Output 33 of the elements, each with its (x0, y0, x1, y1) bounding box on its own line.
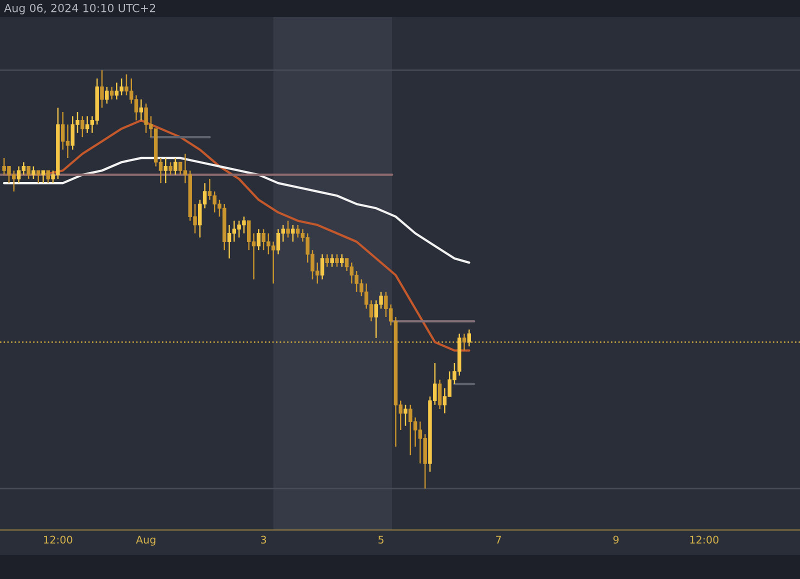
candlestick (462, 333, 466, 352)
x-tick-label: 5 (378, 536, 384, 544)
candlestick (80, 116, 84, 138)
candlestick (325, 254, 330, 268)
candlestick (139, 98, 144, 121)
x-tick-label: 12:00 (690, 536, 718, 544)
candlestick (286, 220, 290, 238)
candlestick (330, 254, 334, 268)
candlestick (291, 224, 295, 242)
candlestick (164, 157, 168, 184)
candlestick (340, 254, 344, 268)
candlestick (438, 379, 442, 410)
candlestick (335, 254, 339, 268)
x-tick-label: 7 (496, 536, 501, 544)
candlestick (32, 166, 36, 180)
candlestick (256, 228, 261, 251)
x-tick-label: 3 (261, 536, 266, 544)
candlestick (100, 70, 104, 108)
x-tick-label: Aug (136, 536, 156, 546)
candlestick (26, 166, 30, 180)
candlestick (41, 170, 46, 184)
candlestick (320, 254, 324, 280)
candlestick (404, 404, 408, 426)
candlestick (110, 86, 114, 100)
text: Aug 06, 2024 10:10 UTC+2 (4, 4, 156, 14)
candlestick (168, 162, 172, 176)
candlestick (36, 170, 40, 184)
candlestick (174, 157, 178, 176)
candlestick (105, 86, 109, 104)
x-tick-label: 9 (613, 536, 619, 544)
candlestick (467, 328, 472, 347)
candlestick (46, 170, 50, 184)
x-tick-label: 12:00 (44, 536, 72, 544)
